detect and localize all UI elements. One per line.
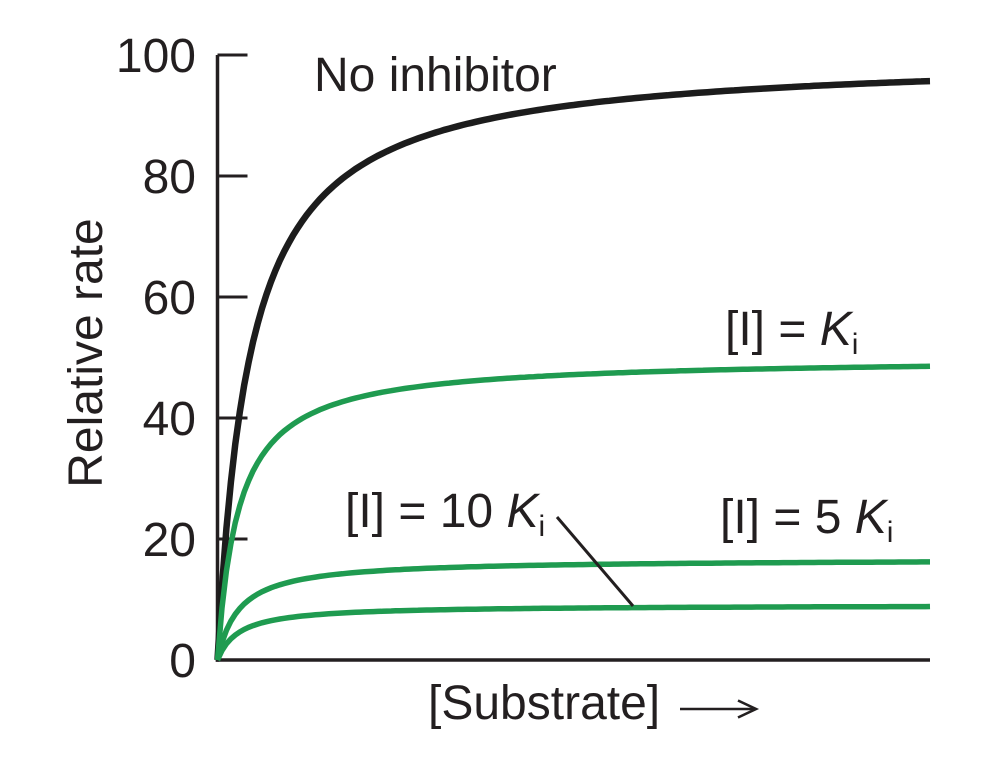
ki-symbol: K [819, 303, 852, 356]
y-tick-label-80: 80 [142, 151, 196, 204]
y-axis-title: Relative rate [60, 218, 113, 488]
y-tick-label-40: 40 [142, 393, 196, 446]
y-tick-label-0: 0 [169, 635, 196, 688]
x-axis-title: [Substrate] [428, 680, 760, 728]
curve-label-10ki: [I] = 10 Ki [345, 488, 545, 542]
ki5-subscript: i [886, 516, 894, 549]
ki-subscript: i [851, 328, 859, 361]
ki5-symbol: K [854, 491, 887, 544]
ki-prefix: [I] = [725, 303, 820, 356]
curve-no-inhibitor [214, 77, 931, 661]
ki10-subscript: i [538, 510, 546, 543]
y-tick-label-60: 60 [142, 272, 196, 325]
curve-I-equals-5Ki [214, 559, 930, 661]
curve-label-no-inhibitor-text: No inhibitor [314, 49, 557, 102]
curve-I-equals-10Ki [215, 603, 931, 662]
curve-label-no-inhibitor: No inhibitor [314, 52, 557, 100]
leader-line-10ki [555, 516, 635, 607]
ki5-prefix: [I] = 5 [720, 491, 855, 544]
curve-I-equals-Ki [214, 363, 931, 661]
y-tick-label-20: 20 [142, 514, 196, 567]
x-axis-title-text: [Substrate] [428, 677, 661, 730]
ki10-symbol: K [506, 485, 539, 538]
ki10-prefix: [I] = 10 [345, 485, 507, 538]
y-tick-label-100: 100 [115, 30, 196, 83]
curve-label-ki: [I] = Ki [725, 306, 858, 360]
right-arrow-icon [680, 699, 760, 719]
curve-label-5ki: [I] = 5 Ki [720, 494, 893, 548]
